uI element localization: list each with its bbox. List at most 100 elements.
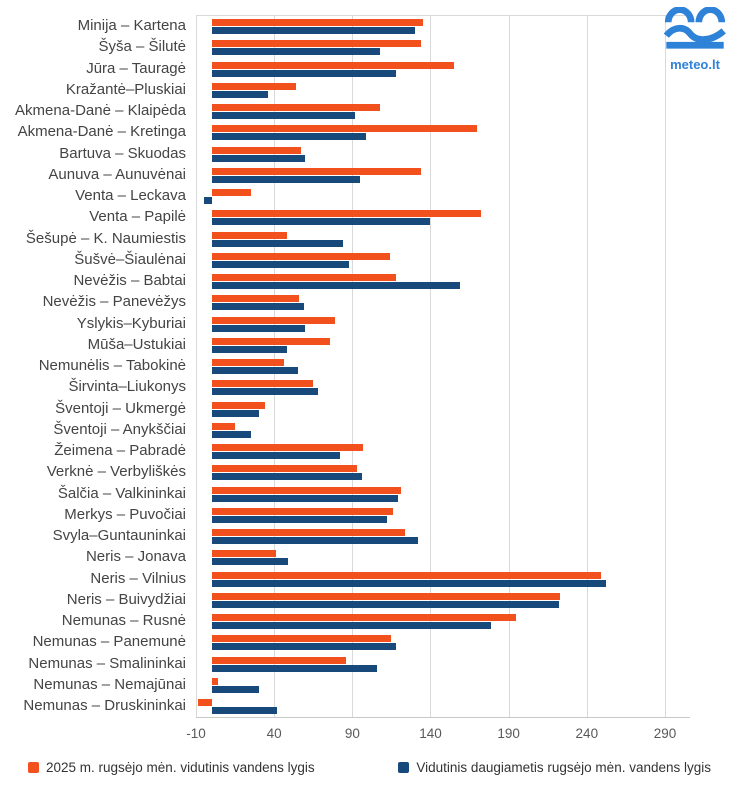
bar-longterm[interactable]: [211, 324, 306, 332]
bar-2025[interactable]: [211, 656, 347, 664]
bar-2025[interactable]: [211, 19, 423, 26]
bar-longterm[interactable]: [211, 218, 431, 226]
bar-2025[interactable]: [211, 380, 314, 388]
bar-longterm[interactable]: [211, 430, 251, 438]
bar-2025[interactable]: [211, 422, 236, 430]
bar-longterm[interactable]: [211, 175, 361, 183]
bar-2025[interactable]: [211, 529, 406, 536]
bar-group: [196, 58, 690, 79]
bar-longterm[interactable]: [211, 643, 397, 651]
bar-longterm[interactable]: [211, 345, 287, 353]
bar-2025[interactable]: [211, 274, 397, 281]
bar-longterm[interactable]: [211, 90, 268, 98]
category-label: Yslykis–Kyburiai: [76, 314, 186, 332]
bar-group: [196, 610, 690, 631]
gridline-90: [352, 16, 354, 717]
bar-2025[interactable]: [211, 465, 357, 473]
bar-longterm[interactable]: [211, 303, 304, 311]
bar-longterm[interactable]: [211, 558, 289, 566]
category-label: Neris – Vilnius: [90, 569, 186, 587]
bar-2025[interactable]: [211, 635, 392, 643]
bar-2025[interactable]: [211, 167, 422, 175]
category-label: Akmena-Danė – Kretinga: [17, 123, 186, 141]
bar-longterm[interactable]: [203, 197, 212, 204]
table-row: Jūra – Tauragė: [0, 58, 690, 79]
bar-2025[interactable]: [211, 614, 517, 621]
category-label: Aunuva – Aunuvėnai: [48, 165, 186, 183]
bar-longterm[interactable]: [211, 27, 415, 34]
category-label: Neris – Buivydžiai: [66, 590, 186, 608]
bar-2025[interactable]: [211, 104, 381, 111]
category-label: Nemunėlis – Tabokinė: [38, 357, 186, 375]
bar-group: [196, 461, 690, 482]
table-row: Neris – Vilnius: [0, 568, 690, 589]
bar-2025[interactable]: [211, 571, 601, 579]
bar-longterm[interactable]: [211, 133, 367, 141]
x-tick-label: 290: [653, 726, 677, 741]
bar-2025[interactable]: [211, 401, 265, 409]
bar-2025[interactable]: [211, 252, 390, 260]
bar-longterm[interactable]: [211, 494, 398, 502]
category-label: Šušvė–Šiaulėnai: [74, 250, 186, 268]
bar-2025[interactable]: [211, 146, 301, 154]
bar-2025[interactable]: [211, 61, 454, 69]
table-row: Nemunas – Nemajūnai: [0, 674, 690, 695]
bar-longterm[interactable]: [211, 622, 492, 629]
bar-group: [196, 525, 690, 546]
bar-longterm[interactable]: [211, 239, 343, 247]
bar-2025[interactable]: [211, 125, 478, 133]
bar-longterm[interactable]: [211, 367, 298, 374]
table-row: Žeimena – Pabradė: [0, 440, 690, 461]
bar-longterm[interactable]: [211, 260, 350, 268]
bar-2025[interactable]: [211, 82, 297, 90]
bar-2025[interactable]: [211, 486, 401, 494]
bar-longterm[interactable]: [211, 685, 259, 693]
bar-longterm[interactable]: [211, 579, 606, 587]
bar-group: [196, 228, 690, 249]
bar-longterm[interactable]: [211, 409, 259, 417]
table-row: Verknė – Verbyliškės: [0, 461, 690, 482]
bar-longterm[interactable]: [211, 69, 397, 77]
legend-item-2025[interactable]: 2025 m. rugsėjo mėn. vidutinis vandens l…: [28, 760, 315, 775]
bar-longterm[interactable]: [211, 48, 381, 56]
category-label: Kražantė–Pluskiai: [65, 80, 186, 98]
bar-2025[interactable]: [211, 337, 331, 345]
bar-longterm[interactable]: [211, 282, 461, 289]
bar-2025[interactable]: [211, 295, 300, 303]
bar-longterm[interactable]: [211, 473, 362, 481]
bar-2025[interactable]: [197, 699, 212, 706]
bar-2025[interactable]: [211, 231, 287, 239]
bar-2025[interactable]: [211, 40, 422, 48]
bar-2025[interactable]: [211, 677, 218, 685]
bar-2025[interactable]: [211, 550, 276, 558]
bar-longterm[interactable]: [211, 388, 318, 396]
bar-2025[interactable]: [211, 316, 336, 324]
bar-longterm[interactable]: [211, 154, 306, 162]
bar-longterm[interactable]: [211, 707, 278, 714]
bar-rows: Minija – Kartena Šyša – Šilutė Jūra – Taur…: [0, 15, 690, 716]
table-row: Aunuva – Aunuvėnai: [0, 164, 690, 185]
bar-2025[interactable]: [211, 189, 251, 196]
legend-item-longterm[interactable]: Vidutinis daugiametis rugsėjo mėn. vande…: [398, 760, 711, 775]
category-label: Nevėžis – Panevėžys: [42, 293, 186, 311]
gridline-40: [274, 16, 276, 717]
bar-longterm[interactable]: [211, 537, 418, 544]
logo-text: meteo.lt: [670, 57, 720, 72]
bar-2025[interactable]: [211, 444, 364, 451]
meteo-lt-logo[interactable]: meteo.lt: [655, 6, 735, 72]
category-label: Nemunas – Druskininkai: [23, 697, 186, 715]
bar-longterm[interactable]: [211, 515, 387, 523]
table-row: Minija – Kartena: [0, 15, 690, 36]
bar-2025[interactable]: [211, 507, 393, 515]
bar-2025[interactable]: [211, 359, 284, 366]
bar-2025[interactable]: [211, 592, 561, 600]
table-row: Yslykis–Kyburiai: [0, 313, 690, 334]
bar-2025[interactable]: [211, 210, 481, 218]
bar-longterm[interactable]: [211, 664, 378, 672]
bar-longterm[interactable]: [211, 112, 356, 119]
category-label: Šventoji – Anykščiai: [53, 420, 186, 438]
table-row: Bartuva – Skuodas: [0, 143, 690, 164]
bar-longterm[interactable]: [211, 600, 559, 608]
bar-longterm[interactable]: [211, 452, 340, 459]
